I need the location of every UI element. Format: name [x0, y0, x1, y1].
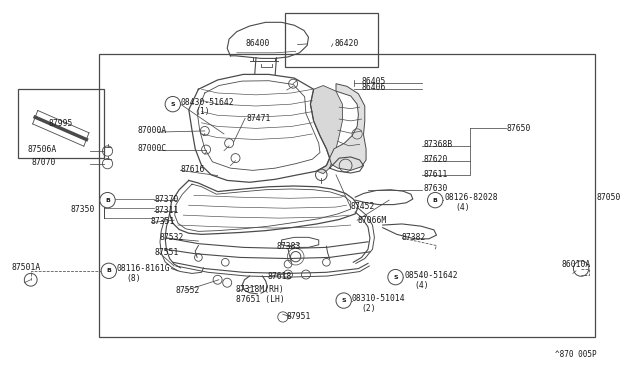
Text: 86406: 86406	[362, 83, 386, 92]
Text: 87650: 87650	[507, 124, 531, 133]
Text: 87050: 87050	[596, 193, 621, 202]
Bar	[285, 13, 378, 67]
Text: B: B	[433, 198, 438, 203]
Text: 08126-82028: 08126-82028	[445, 193, 499, 202]
Text: 87552: 87552	[176, 286, 200, 295]
Text: 86400: 86400	[246, 39, 270, 48]
Text: 87620: 87620	[424, 155, 448, 164]
Text: 86010A: 86010A	[562, 260, 591, 269]
Text: 87551: 87551	[155, 248, 179, 257]
Polygon shape	[330, 84, 366, 170]
Text: 87000A: 87000A	[138, 126, 167, 135]
Text: 87651 (LH): 87651 (LH)	[236, 295, 284, 304]
Circle shape	[428, 192, 443, 208]
Text: (2): (2)	[362, 304, 376, 312]
Text: 87382: 87382	[402, 233, 426, 242]
Text: 08310-51014: 08310-51014	[352, 294, 406, 303]
Circle shape	[100, 192, 115, 208]
Text: 87070: 87070	[32, 158, 56, 167]
Text: 87368B: 87368B	[424, 140, 453, 149]
Text: 87351: 87351	[150, 217, 175, 226]
Text: 87951: 87951	[287, 312, 311, 321]
Text: 87000C: 87000C	[138, 144, 167, 153]
Text: 87611: 87611	[424, 170, 448, 179]
Text: (4): (4)	[415, 281, 429, 290]
Text: 87452: 87452	[351, 202, 375, 211]
Circle shape	[336, 293, 351, 308]
Text: 87350: 87350	[70, 205, 95, 214]
Text: 08540-51642: 08540-51642	[404, 271, 458, 280]
Bar	[99, 54, 595, 337]
Text: 87618: 87618	[268, 272, 292, 280]
Text: 87532: 87532	[160, 233, 184, 242]
Text: S: S	[170, 102, 175, 107]
Text: 87630: 87630	[424, 185, 448, 193]
Text: (8): (8)	[127, 274, 141, 283]
Bar	[18, 89, 104, 158]
Text: 87318M(RH): 87318M(RH)	[236, 285, 284, 294]
Text: 86420: 86420	[334, 39, 358, 48]
Text: (4): (4)	[456, 203, 470, 212]
Text: B: B	[105, 198, 110, 203]
Text: 87616: 87616	[180, 165, 205, 174]
Text: (1): (1)	[195, 107, 210, 116]
Text: 87383: 87383	[276, 242, 301, 251]
Text: 87995: 87995	[49, 119, 73, 128]
Text: 86405: 86405	[362, 77, 386, 86]
Text: 87370: 87370	[155, 195, 179, 203]
Text: S: S	[393, 275, 398, 280]
Text: 87311: 87311	[155, 206, 179, 215]
Text: 08430-51642: 08430-51642	[180, 98, 234, 107]
Text: 87066M: 87066M	[357, 216, 387, 225]
Text: B: B	[106, 268, 111, 273]
Text: ^870 005P: ^870 005P	[555, 350, 596, 359]
Text: S: S	[341, 298, 346, 303]
Circle shape	[165, 96, 180, 112]
Text: 87501A: 87501A	[12, 263, 41, 272]
Text: 08116-8161G: 08116-8161G	[116, 264, 170, 273]
Text: 87506A: 87506A	[27, 145, 56, 154]
Circle shape	[388, 269, 403, 285]
Polygon shape	[310, 86, 342, 174]
Text: 87471: 87471	[246, 114, 271, 123]
Circle shape	[101, 263, 116, 279]
